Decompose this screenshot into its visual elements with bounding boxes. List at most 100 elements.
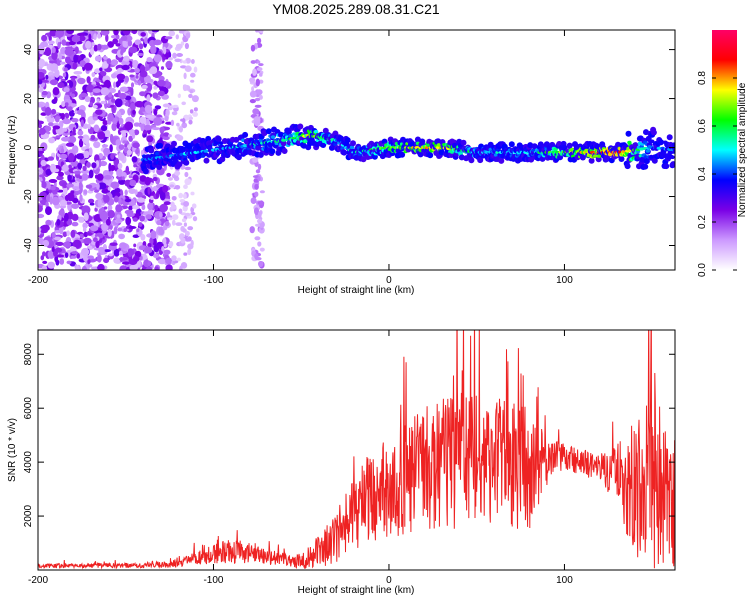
spectrogram-blob [566,142,573,149]
spectrogram-blob [60,47,67,55]
spectrogram-blob [71,251,79,255]
spectrogram-blob [58,52,62,61]
spectrogram-blob [81,205,91,215]
spectrogram-blob [97,198,103,208]
spectrogram-blob [593,154,598,158]
spectrogram-blob [44,47,52,57]
spectrogram-blob [166,172,172,177]
spectrogram-blob [175,43,183,49]
spectrogram-blob [254,120,261,127]
spectrogram-blob [256,60,261,64]
spectrogram-blob [142,168,149,175]
spectrogram-blob [110,164,116,172]
spectrogram-blob [89,101,94,107]
spectrogram-blob [193,66,198,73]
spectrogram-blob [101,44,109,50]
spectrogram-blob [189,89,193,94]
spectrogram-blob [200,154,206,158]
spectrogram-blob [349,145,355,150]
tick-label: 0 [23,144,34,150]
spectrogram-blob [176,257,181,262]
tick-label: -40 [23,238,34,253]
spectrogram-blob [104,249,111,253]
spectrogram-blob [38,87,44,93]
spectrogram-blob [132,59,139,69]
spectrogram-blob [233,136,240,143]
spectrogram-blob [110,153,115,160]
spectrogram-blob [250,197,257,205]
spectrogram-blob [96,98,100,103]
tick-label: 2000 [23,505,34,528]
spectrogram-blob [62,231,67,238]
spectrogram-blob [49,63,59,72]
spectrogram-blob [188,93,193,99]
spectrogram-blob [184,115,190,120]
spectrogram-blob [95,192,103,200]
spectrogram-blob [42,239,50,247]
spectrogram-blob [100,100,107,105]
spectrogram-blob [63,212,69,222]
spectrogram-blob [103,206,108,210]
spectrogram-blob [135,148,140,155]
spectrogram-blob [40,229,48,234]
spectrogram-blob [162,135,170,141]
spectrogram-blob [106,103,111,107]
spectrogram-blob [141,84,148,90]
spectrogram-blob [91,162,97,169]
spectrogram-blob [82,222,88,229]
snr-y-ticks: 2000 4000 6000 8000 [23,343,675,527]
spectrogram-blob [97,43,102,51]
spectrogram-blob [93,237,98,243]
spectrogram-blob [38,150,45,154]
spectrogram-blob [40,41,49,48]
spectrogram-blob [107,229,112,237]
spectrogram-x-label: Height of straight line (km) [298,285,415,296]
spectrogram-blob [64,48,74,56]
spectrogram-blob [184,65,192,72]
spectrogram-blob [87,259,91,265]
spectrogram-blob [81,173,89,181]
spectrogram-blob [257,211,262,220]
spectrogram-blob [175,222,183,227]
spectrogram-blob [40,255,45,261]
spectrogram-blob [183,222,187,227]
spectrogram-blob [87,255,94,260]
spectrogram-blob [118,197,122,205]
spectrogram-blob [184,230,190,237]
snr-chart: -200 -100 0 100 2000 4000 6000 8000 Height of … [7,329,676,596]
spectrogram-blob [62,186,68,195]
spectrogram-blob [91,72,96,78]
spectrogram-blob [169,44,173,49]
spectrogram-blob [101,144,109,148]
spectrogram-blob [157,79,166,87]
spectrogram-x-ticks: -200 -100 0 100 [28,30,573,286]
spectrogram-blob [77,77,86,85]
spectrogram-blob [87,264,93,268]
spectrogram-blob [132,205,140,210]
spectrogram-blob [60,61,66,65]
spectrogram-blob [259,30,264,34]
spectrogram-blob [252,157,259,163]
tick-label: -100 [203,575,223,586]
spectrogram-blob [143,134,147,138]
spectrogram-blob [79,159,86,165]
tick-label: 0.2 [697,215,708,229]
spectrogram-blob [153,80,158,86]
spectrogram-blob [122,140,127,144]
spectrogram-blob [254,207,259,216]
spectrogram-blob [163,132,170,137]
spectrogram-blob [259,190,265,194]
spectrogram-blob [132,217,138,222]
spectrogram-blob [190,191,195,196]
spectrogram-blob [103,79,111,89]
spectrogram-blob [129,74,135,78]
spectrogram-blob [88,198,95,204]
spectrogram-blob [124,179,132,187]
spectrogram-blob [50,185,56,191]
spectrogram-blob [627,140,632,145]
spectrogram-blob [148,160,153,165]
tick-label: -20 [23,189,34,204]
spectrogram-blob [252,108,260,115]
